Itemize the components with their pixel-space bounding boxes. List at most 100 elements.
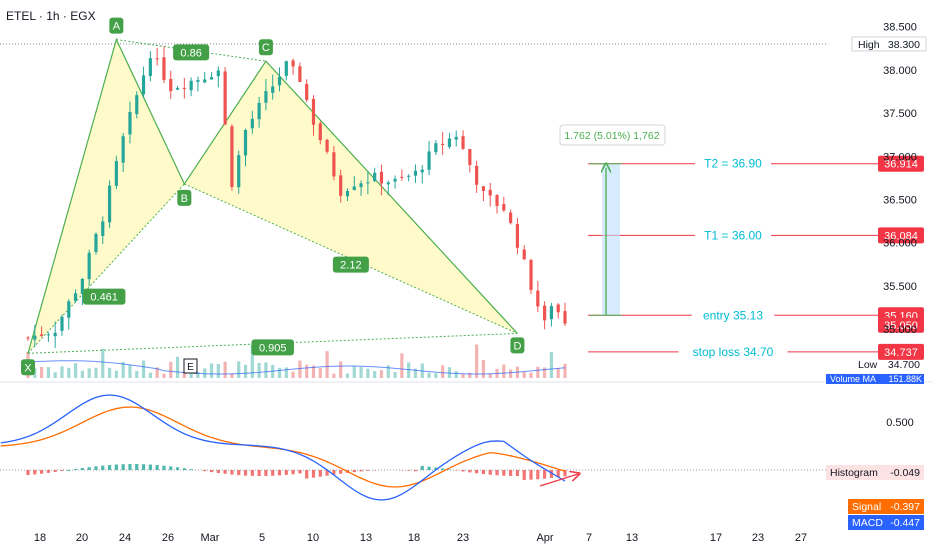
candle-body bbox=[101, 221, 104, 235]
volume-bar bbox=[536, 367, 539, 378]
volume-bar bbox=[54, 372, 57, 378]
ratio-bd-label: 2.12 bbox=[333, 257, 369, 273]
histogram-bar bbox=[54, 470, 57, 472]
candle-body bbox=[529, 260, 532, 290]
price-tick-label: 38.500 bbox=[883, 22, 917, 34]
candle-body bbox=[298, 66, 301, 82]
histogram-bar bbox=[414, 470, 417, 471]
histogram-bar bbox=[203, 470, 206, 471]
volume-bar bbox=[482, 360, 485, 378]
candle-body bbox=[543, 306, 546, 321]
price-tick-label: 38.000 bbox=[883, 65, 917, 77]
high-badge-label: High bbox=[858, 39, 880, 51]
candle-body bbox=[258, 103, 261, 119]
candle-body bbox=[196, 80, 199, 82]
histogram-bar bbox=[122, 464, 125, 470]
histogram-bar bbox=[230, 470, 233, 475]
point-x-label-text: X bbox=[24, 362, 32, 374]
candle-body bbox=[482, 186, 485, 191]
candle-body bbox=[359, 183, 362, 187]
signal-badge-value: -0.397 bbox=[890, 501, 920, 513]
histogram-bar bbox=[115, 464, 118, 470]
pattern-xab-fill bbox=[28, 40, 184, 354]
point-d-label-text: D bbox=[513, 340, 521, 352]
histogram-bar bbox=[516, 470, 519, 476]
histogram-badge-value: -0.049 bbox=[890, 467, 920, 479]
volume-bar bbox=[393, 372, 396, 378]
event-marker-label: E bbox=[187, 362, 194, 373]
volume-bar bbox=[325, 351, 328, 378]
histogram-bar bbox=[285, 470, 288, 475]
candle-body bbox=[88, 253, 91, 279]
candle-body bbox=[278, 77, 281, 85]
histogram-bar bbox=[101, 466, 104, 470]
candle-body bbox=[393, 179, 396, 182]
candle-body bbox=[149, 58, 152, 76]
histogram-bar bbox=[475, 470, 478, 473]
candle-body bbox=[407, 176, 410, 177]
annotation-label: T2 = 36.90 bbox=[704, 157, 762, 171]
volume-bar bbox=[258, 363, 261, 378]
volume-bar bbox=[169, 362, 172, 378]
histogram-bar bbox=[292, 470, 295, 474]
volume-bar bbox=[509, 369, 512, 378]
volume-badge-value: 151.88K bbox=[888, 374, 922, 384]
point-a-label: A bbox=[109, 18, 123, 34]
histogram-bar bbox=[258, 470, 261, 476]
candle-body bbox=[224, 71, 227, 124]
volume-bar bbox=[332, 374, 335, 378]
candle-body bbox=[509, 213, 512, 224]
histogram-badge-label: Histogram bbox=[830, 467, 878, 479]
time-tick-label: 26 bbox=[162, 532, 174, 544]
candle-body bbox=[536, 291, 539, 307]
histogram-bar bbox=[271, 470, 274, 476]
volume-bar bbox=[60, 366, 63, 378]
candle-body bbox=[455, 137, 458, 140]
candle-body bbox=[373, 173, 376, 181]
histogram-bar bbox=[448, 469, 451, 470]
low-badge-value: 34.700 bbox=[888, 359, 920, 371]
candle-body bbox=[183, 88, 186, 89]
histogram-bar bbox=[298, 470, 301, 473]
time-tick-label: 13 bbox=[360, 532, 372, 544]
volume-bar bbox=[142, 361, 145, 378]
candle-body bbox=[176, 88, 179, 90]
time-tick-label: 17 bbox=[710, 532, 722, 544]
volume-bar bbox=[94, 368, 97, 378]
histogram-bar bbox=[88, 467, 91, 470]
measure-box bbox=[602, 164, 620, 316]
candle-body bbox=[271, 86, 274, 93]
volume-bar bbox=[81, 371, 84, 378]
volume-bar bbox=[353, 366, 356, 378]
candle-body bbox=[54, 333, 57, 336]
histogram-bar bbox=[482, 470, 485, 474]
macd-pane: 0.500Histogram-0.049Signal-0.397MACD-0.4… bbox=[0, 395, 924, 530]
histogram-bar bbox=[543, 470, 546, 479]
histogram-bar bbox=[47, 470, 50, 473]
candle-body bbox=[461, 136, 464, 149]
time-tick-label: 10 bbox=[307, 532, 319, 544]
histogram-bar bbox=[427, 467, 430, 470]
time-tick-label: 23 bbox=[752, 532, 764, 544]
candle-body bbox=[312, 99, 315, 125]
volume-bar bbox=[380, 370, 383, 378]
ratio-xb-label-text: 0.461 bbox=[90, 292, 118, 304]
candle-body bbox=[332, 152, 335, 176]
volume-bar bbox=[434, 373, 437, 378]
candle-body bbox=[366, 182, 369, 183]
volume-bar bbox=[149, 373, 152, 378]
candle-body bbox=[319, 123, 322, 140]
histogram-bar bbox=[407, 470, 410, 471]
volume-bar bbox=[40, 367, 43, 378]
volume-bar bbox=[278, 368, 281, 378]
volume-bar bbox=[244, 365, 247, 378]
volume-bar bbox=[237, 361, 240, 378]
volume-bar bbox=[373, 371, 376, 378]
volume-bar bbox=[427, 373, 430, 378]
candle-body bbox=[489, 190, 492, 196]
